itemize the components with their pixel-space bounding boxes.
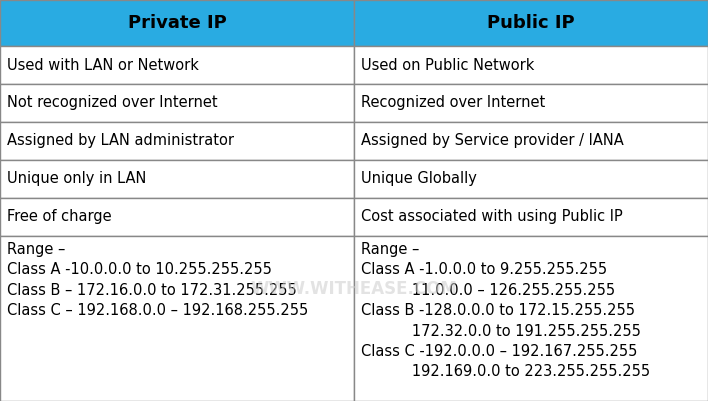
Bar — [354, 160, 708, 198]
Text: Assigned by LAN administrator: Assigned by LAN administrator — [7, 134, 234, 148]
Text: Used on Public Network: Used on Public Network — [361, 57, 535, 73]
Text: Used with LAN or Network: Used with LAN or Network — [7, 57, 199, 73]
Bar — [0, 236, 354, 401]
Bar — [0, 46, 354, 84]
Bar — [354, 198, 708, 236]
Bar — [354, 84, 708, 122]
Text: Assigned by Service provider / IANA: Assigned by Service provider / IANA — [361, 134, 624, 148]
Text: Private IP: Private IP — [127, 14, 227, 32]
Text: Recognized over Internet: Recognized over Internet — [361, 95, 545, 111]
Bar — [354, 122, 708, 160]
Text: Range –
Class A -10.0.0.0 to 10.255.255.255
Class B – 172.16.0.0 to 172.31.255.2: Range – Class A -10.0.0.0 to 10.255.255.… — [7, 242, 308, 318]
Text: Range –
Class A -1.0.0.0 to 9.255.255.255
           11.0.0.0 – 126.255.255.255
: Range – Class A -1.0.0.0 to 9.255.255.25… — [361, 242, 650, 379]
Bar — [354, 236, 708, 401]
Text: Public IP: Public IP — [487, 14, 575, 32]
Bar — [0, 198, 354, 236]
Bar — [0, 160, 354, 198]
Text: Unique only in LAN: Unique only in LAN — [7, 172, 147, 186]
Text: Not recognized over Internet: Not recognized over Internet — [7, 95, 217, 111]
Text: Cost associated with using Public IP: Cost associated with using Public IP — [361, 209, 623, 225]
Bar — [0, 122, 354, 160]
Text: Unique Globally: Unique Globally — [361, 172, 477, 186]
Text: Free of charge: Free of charge — [7, 209, 112, 225]
Bar — [0, 0, 354, 46]
Bar — [354, 46, 708, 84]
Bar — [0, 84, 354, 122]
Bar — [354, 0, 708, 46]
Text: WWW.WITHEASE.COM: WWW.WITHEASE.COM — [251, 280, 457, 298]
